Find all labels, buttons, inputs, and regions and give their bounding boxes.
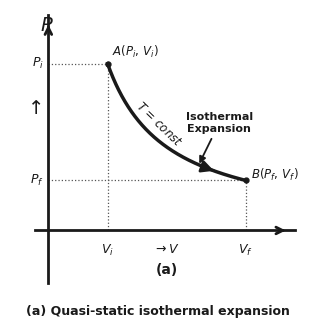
Text: ↑: ↑	[28, 99, 44, 118]
Text: $P_i$: $P_i$	[32, 56, 43, 71]
Text: $V_f$: $V_f$	[238, 243, 253, 258]
Text: $V_i$: $V_i$	[101, 243, 114, 258]
Text: Isothermal
Expansion: Isothermal Expansion	[186, 112, 253, 162]
Text: (a): (a)	[156, 263, 178, 277]
Text: $P$: $P$	[40, 16, 54, 35]
Text: $B(P_f,\, V_f)$: $B(P_f,\, V_f)$	[251, 167, 298, 183]
Text: $A(P_i,\, V_i)$: $A(P_i,\, V_i)$	[112, 44, 159, 60]
Text: $\rightarrow$$V$: $\rightarrow$$V$	[154, 243, 180, 256]
Text: $T$ = const: $T$ = const	[133, 100, 184, 149]
Text: $P_f$: $P_f$	[30, 173, 43, 188]
Text: (a) Quasi-static isothermal expansion: (a) Quasi-static isothermal expansion	[26, 305, 290, 318]
